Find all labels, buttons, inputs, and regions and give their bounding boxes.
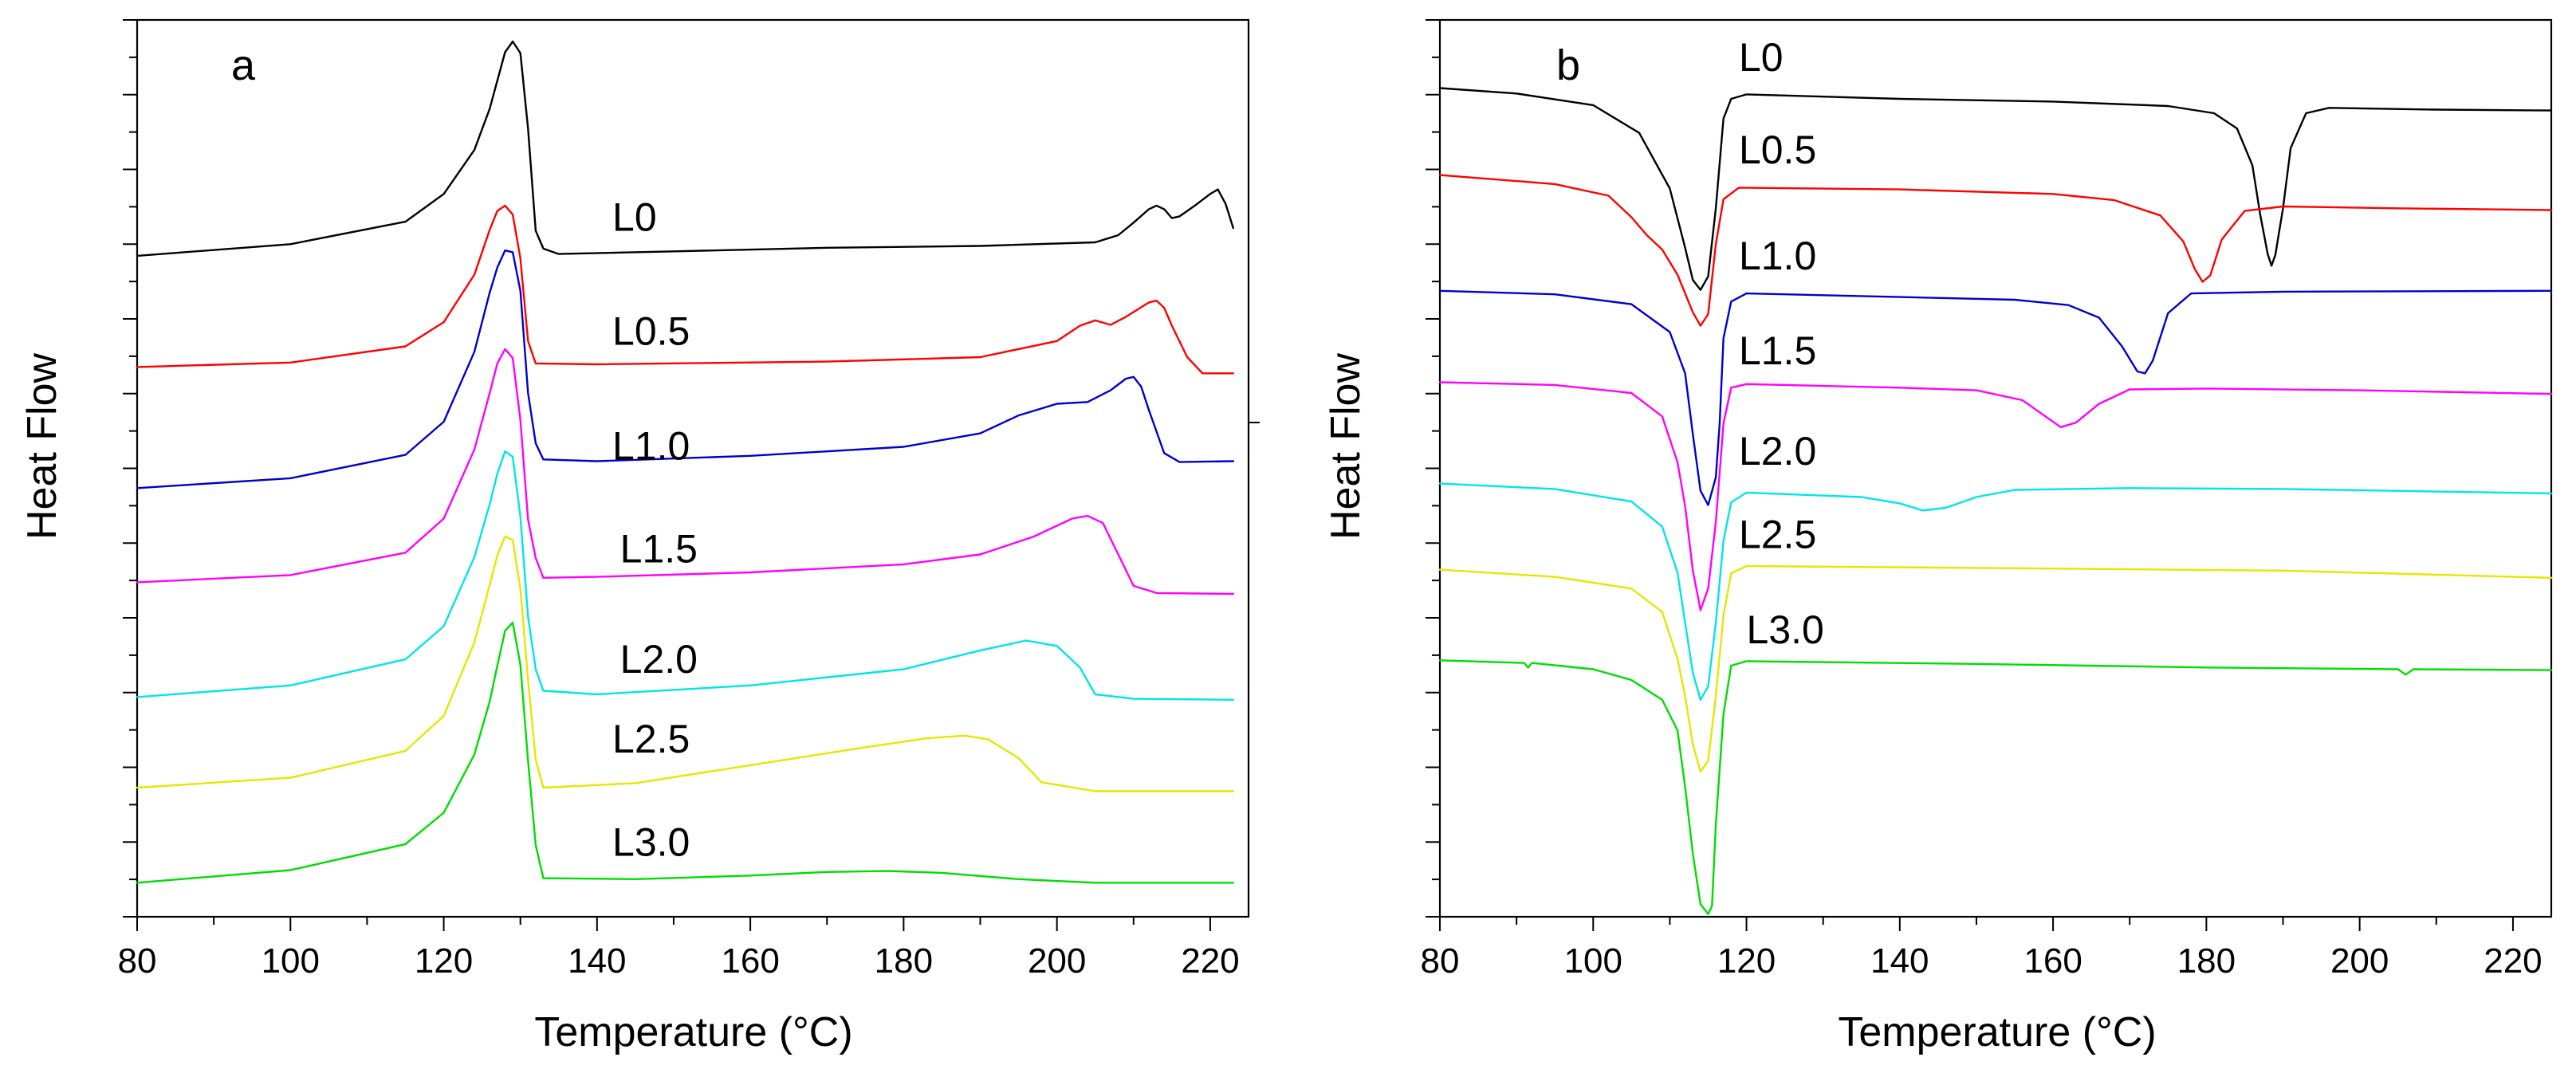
x-tick-label: 220 xyxy=(2484,941,2542,981)
series-line-l1-0 xyxy=(136,249,1234,489)
panel-label: b xyxy=(1556,41,1580,89)
panel-a-dsc-heating: 80 100 120 140 160 180 200 220 Temperature (°C) H… xyxy=(19,18,1260,1055)
x-tick-label: 160 xyxy=(721,941,779,981)
x-tick-label: 200 xyxy=(1028,941,1086,981)
series-line-l3-0 xyxy=(1438,659,2553,915)
series-label-l0: L0 xyxy=(612,195,657,239)
x-tick-label: 220 xyxy=(1181,941,1239,981)
series-line-l1-5 xyxy=(1438,381,2553,611)
series-line-l0 xyxy=(1438,87,2553,291)
x-tick-label: 180 xyxy=(875,941,933,981)
panel-label: a xyxy=(231,41,256,89)
series-line-l0-5 xyxy=(1438,174,2553,327)
series-line-l1-5 xyxy=(136,348,1234,595)
series-label-l1-5: L1.5 xyxy=(1739,328,1816,373)
series-label-l3-0: L3.0 xyxy=(1747,607,1824,652)
series-label-l1-5: L1.5 xyxy=(620,527,698,572)
y-axis-title: Heat Flow xyxy=(19,353,65,540)
x-axis-title: Temperature (°C) xyxy=(534,1009,852,1055)
series-label-l0-5: L0.5 xyxy=(1739,128,1816,172)
series-label-l1-0: L1.0 xyxy=(612,423,690,468)
plot-frame xyxy=(136,18,1250,918)
x-tick-label: 80 xyxy=(118,941,157,981)
series-label-l2-0: L2.0 xyxy=(620,637,698,682)
x-tick-label: 120 xyxy=(1717,941,1776,981)
series-line-l2-0 xyxy=(1438,482,2553,701)
series-line-l2-0 xyxy=(136,450,1234,701)
series-line-l0-5 xyxy=(136,204,1234,375)
series-line-l3-0 xyxy=(136,621,1234,884)
x-tick-label: 180 xyxy=(2177,941,2236,981)
series-label-l0-5: L0.5 xyxy=(612,309,690,353)
x-tick-label: 140 xyxy=(1870,941,1929,981)
series-line-l1-0 xyxy=(1438,289,2553,506)
series-label-l2-0: L2.0 xyxy=(1739,429,1816,474)
series-label-l1-0: L1.0 xyxy=(1739,234,1816,278)
series-label-l2-5: L2.5 xyxy=(1739,513,1816,557)
x-tick-label: 100 xyxy=(1564,941,1622,981)
series-label-l2-5: L2.5 xyxy=(612,717,690,761)
series-line-l0 xyxy=(136,40,1234,257)
x-tick-label: 120 xyxy=(415,941,473,981)
panel-b-dsc-cooling: 80 100 120 140 160 180 200 220 Temperature (°C) H… xyxy=(1323,18,2553,1055)
x-axis-title: Temperature (°C) xyxy=(1838,1009,2156,1055)
plot-frame xyxy=(1438,18,2553,918)
x-tick-label: 160 xyxy=(2023,941,2082,981)
series-line-l2-5 xyxy=(136,535,1234,792)
y-axis-title: Heat Flow xyxy=(1323,353,1369,540)
x-tick-label: 80 xyxy=(1421,941,1460,981)
series-line-l2-5 xyxy=(1438,564,2553,772)
series-label-l0: L0 xyxy=(1739,35,1784,80)
x-tick-label: 140 xyxy=(568,941,626,981)
x-tick-label: 200 xyxy=(2330,941,2389,981)
series-label-l3-0: L3.0 xyxy=(612,820,690,865)
x-tick-label: 100 xyxy=(262,941,320,981)
